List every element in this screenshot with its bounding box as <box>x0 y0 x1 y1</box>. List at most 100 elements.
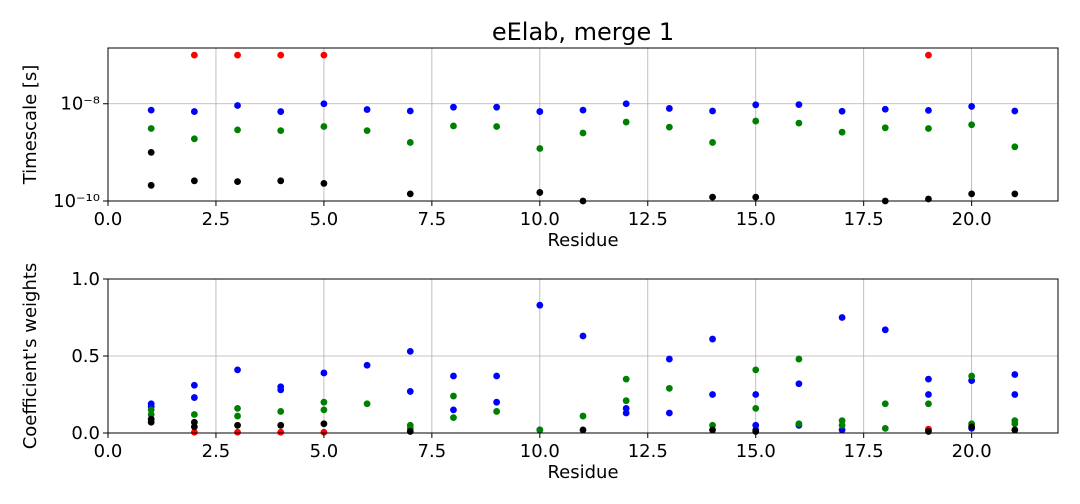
weights-point-black <box>406 428 414 435</box>
weights-point-red <box>320 428 328 436</box>
weights-xtick-label: 15.0 <box>736 441 776 462</box>
weights-point-green <box>1011 420 1019 428</box>
weights-point-black <box>925 428 932 435</box>
timescale-point-green <box>709 139 716 146</box>
timescale-xlabel: Residue <box>547 230 618 251</box>
timescale-point-blue <box>450 103 457 111</box>
timescale-point-green <box>406 139 414 146</box>
weights-point-blue <box>363 361 371 369</box>
timescale-point-red <box>320 51 328 59</box>
timescale-point-black <box>752 193 760 201</box>
weights-point-green <box>968 372 976 380</box>
timescale-point-red <box>925 51 932 59</box>
timescale-xtick-label: 17.5 <box>844 209 884 230</box>
timescale-point-green <box>925 125 932 132</box>
timescale-point-blue <box>234 102 241 109</box>
timescale-point-blue <box>1011 107 1019 115</box>
timescale-point-blue <box>881 105 889 113</box>
timescale-point-black <box>190 177 198 185</box>
timescale-point-green <box>450 122 457 130</box>
timescale-point-green <box>752 117 760 125</box>
weights-point-green <box>752 404 760 412</box>
weights-xlabel: Residue <box>547 462 618 483</box>
timescale-point-blue <box>406 107 414 115</box>
weights-point-blue <box>881 326 889 334</box>
weights-point-blue <box>1011 371 1019 378</box>
weights-point-green <box>536 426 544 434</box>
weights-xtick-label: 17.5 <box>844 441 884 462</box>
timescale-point-green <box>968 121 976 129</box>
timescale-point-red <box>234 51 241 59</box>
weights-point-blue <box>450 406 457 414</box>
timescale-point-green <box>190 135 198 143</box>
weights-point-blue <box>925 391 932 398</box>
weights-point-green <box>795 420 803 428</box>
weights-point-green <box>450 414 457 421</box>
weights-point-blue <box>277 386 285 394</box>
weights-point-black <box>579 426 587 434</box>
weights-point-blue <box>665 355 673 363</box>
weights-point-green <box>450 392 457 400</box>
weights-point-blue <box>579 332 587 340</box>
weights-point-blue <box>406 388 414 395</box>
weights-ylabel: Coefficient's weights <box>20 263 41 450</box>
timescale-point-blue <box>795 101 803 108</box>
weights-plot: 0.0 2.5 5.0 7.5 10.0 12.5 15.0 17.5 20.0 0.0 0.5 1.… <box>20 263 1059 483</box>
weights-point-red <box>190 428 198 436</box>
weights-point-red <box>234 428 241 436</box>
timescale-point-green <box>665 123 673 131</box>
timescale-point-red <box>277 51 285 59</box>
weights-point-blue <box>622 409 630 417</box>
timescale-point-blue <box>925 106 932 114</box>
timescale-point-blue <box>536 108 544 115</box>
timescale-plot: 0.0 2.5 5.0 7.5 10.0 12.5 15.0 17.5 20.0 10⁻¹⁰ 10⁻… <box>20 47 1059 251</box>
timescale-axes-frame <box>107 47 1059 202</box>
weights-xtick-label: 7.5 <box>418 441 447 462</box>
timescale-point-green <box>1011 143 1019 151</box>
weights-point-black <box>320 420 328 428</box>
weights-point-black <box>147 415 155 423</box>
timescale-point-green <box>363 127 371 135</box>
weights-point-blue <box>1011 391 1019 398</box>
timescale-point-green <box>579 129 587 137</box>
timescale-xtick-label: 20.0 <box>952 209 992 230</box>
timescale-point-blue <box>968 103 976 110</box>
timescale-point-green <box>147 125 155 132</box>
weights-point-blue <box>234 366 241 374</box>
weights-point-blue <box>709 391 716 398</box>
weights-point-blue <box>838 314 846 321</box>
weights-point-green <box>277 408 285 415</box>
weights-xtick-label: 12.5 <box>628 441 668 462</box>
weights-point-green <box>190 411 198 418</box>
weights-ytick-label: 1.0 <box>71 269 100 290</box>
timescale-xtick-label: 10.0 <box>520 209 560 230</box>
weights-point-blue <box>795 380 803 388</box>
weights-point-blue <box>536 301 544 309</box>
weights-point-blue <box>752 391 760 398</box>
weights-point-black <box>234 421 241 429</box>
timescale-xtick-label: 7.5 <box>418 209 447 230</box>
timescale-point-red <box>190 51 198 59</box>
timescale-point-green <box>795 119 803 127</box>
weights-point-green <box>493 408 501 415</box>
weights-point-green <box>579 412 587 420</box>
timescale-point-green <box>838 128 846 136</box>
timescale-point-green <box>536 145 544 152</box>
weights-point-green <box>622 375 630 383</box>
weights-point-green <box>752 366 760 374</box>
weights-xtick-label: 10.0 <box>520 441 560 462</box>
timescale-point-blue <box>838 107 846 115</box>
timescale-point-blue <box>493 103 501 111</box>
timescale-point-green <box>320 123 328 130</box>
weights-ytick-label: 0.5 <box>71 346 100 367</box>
timescale-point-blue <box>709 107 716 115</box>
weights-point-red <box>277 428 285 436</box>
timescale-ylabel: Timescale [s] <box>20 65 41 186</box>
weights-point-blue <box>925 375 932 383</box>
timescale-point-blue <box>277 108 285 115</box>
weights-point-green <box>881 400 889 408</box>
timescale-point-black <box>234 178 241 186</box>
timescale-point-green <box>493 123 501 130</box>
weights-point-blue <box>493 372 501 380</box>
